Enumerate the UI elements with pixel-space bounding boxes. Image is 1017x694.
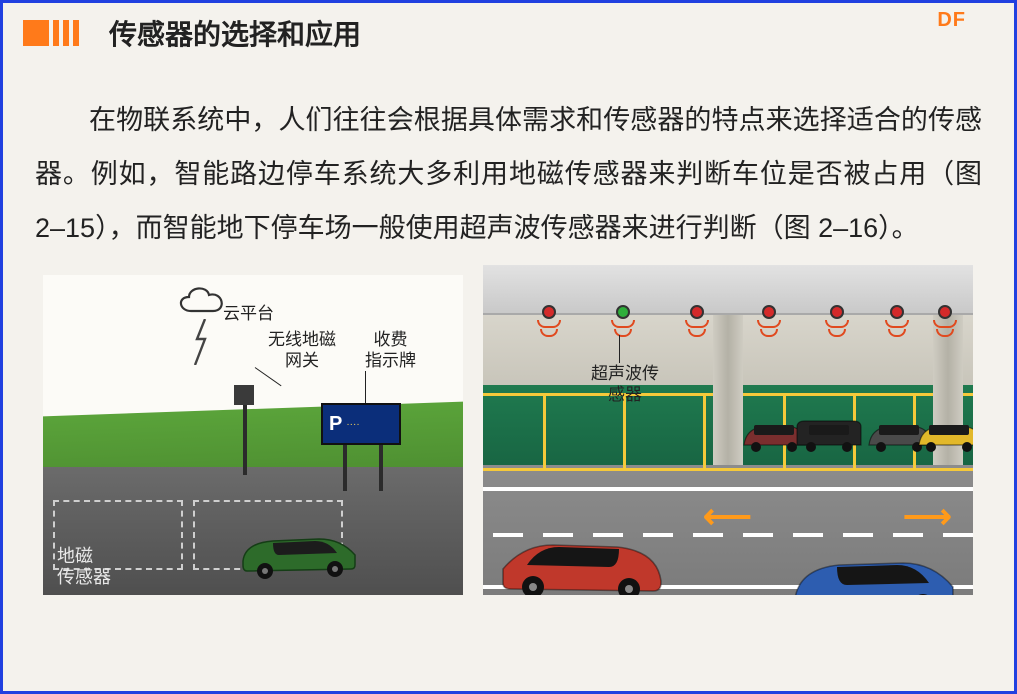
label-ultrasonic-sensor: 超声波传感器 — [591, 363, 659, 406]
ultrasonic-sensor-icon — [535, 305, 563, 337]
sign-smalltext: ···· — [346, 419, 359, 430]
figure-underground-garage: ⟵ ⟶ 超声波传感器 — [483, 265, 973, 595]
figure-roadside-parking: 云平台 无线地磁网关 P ···· 收费指示牌 地磁传感器 — [43, 275, 463, 595]
ultrasonic-sensor-icon — [609, 305, 637, 337]
cloud-icon — [173, 281, 229, 322]
label-cloud: 云平台 — [223, 303, 274, 324]
parked-car-icon — [913, 415, 973, 458]
car-icon — [233, 525, 363, 575]
ultrasonic-sensor-icon — [683, 305, 711, 337]
figure-row: 云平台 无线地磁网关 P ···· 收费指示牌 地磁传感器 — [3, 265, 1014, 595]
parking-sign: P ···· — [321, 403, 401, 445]
label-gateway: 无线地磁网关 — [268, 329, 336, 372]
section-header: 传感器的选择和应用 — [3, 3, 1014, 53]
lane-arrow-left-icon: ⟵ — [703, 497, 752, 537]
sign-letter: P — [329, 413, 342, 436]
watermark: DF — [937, 9, 966, 32]
body-paragraph: 在物联系统中，人们往往会根据具体需求和传感器的特点来选择适合的传感器。例如，智能… — [3, 53, 1014, 265]
label-geomagnetic-sensor: 地磁传感器 — [57, 546, 111, 589]
ultrasonic-sensor-icon — [931, 305, 959, 337]
ultrasonic-sensor-icon — [883, 305, 911, 337]
gateway-box-icon — [234, 385, 254, 405]
car-front-left-icon — [493, 523, 673, 595]
section-bullet-icon — [23, 20, 79, 46]
ultrasonic-sensor-icon — [823, 305, 851, 337]
ultrasonic-sensor-icon — [755, 305, 783, 337]
lightning-icon — [193, 319, 213, 372]
car-front-right-icon — [783, 541, 963, 595]
label-sign: 收费指示牌 — [365, 329, 416, 372]
lane-arrow-right-icon: ⟶ — [903, 497, 952, 537]
section-title: 传感器的选择和应用 — [109, 13, 361, 53]
paragraph-text: 在物联系统中，人们往往会根据具体需求和传感器的特点来选择适合的传感器。例如，智能… — [35, 105, 982, 243]
parked-car-icon — [793, 415, 865, 458]
